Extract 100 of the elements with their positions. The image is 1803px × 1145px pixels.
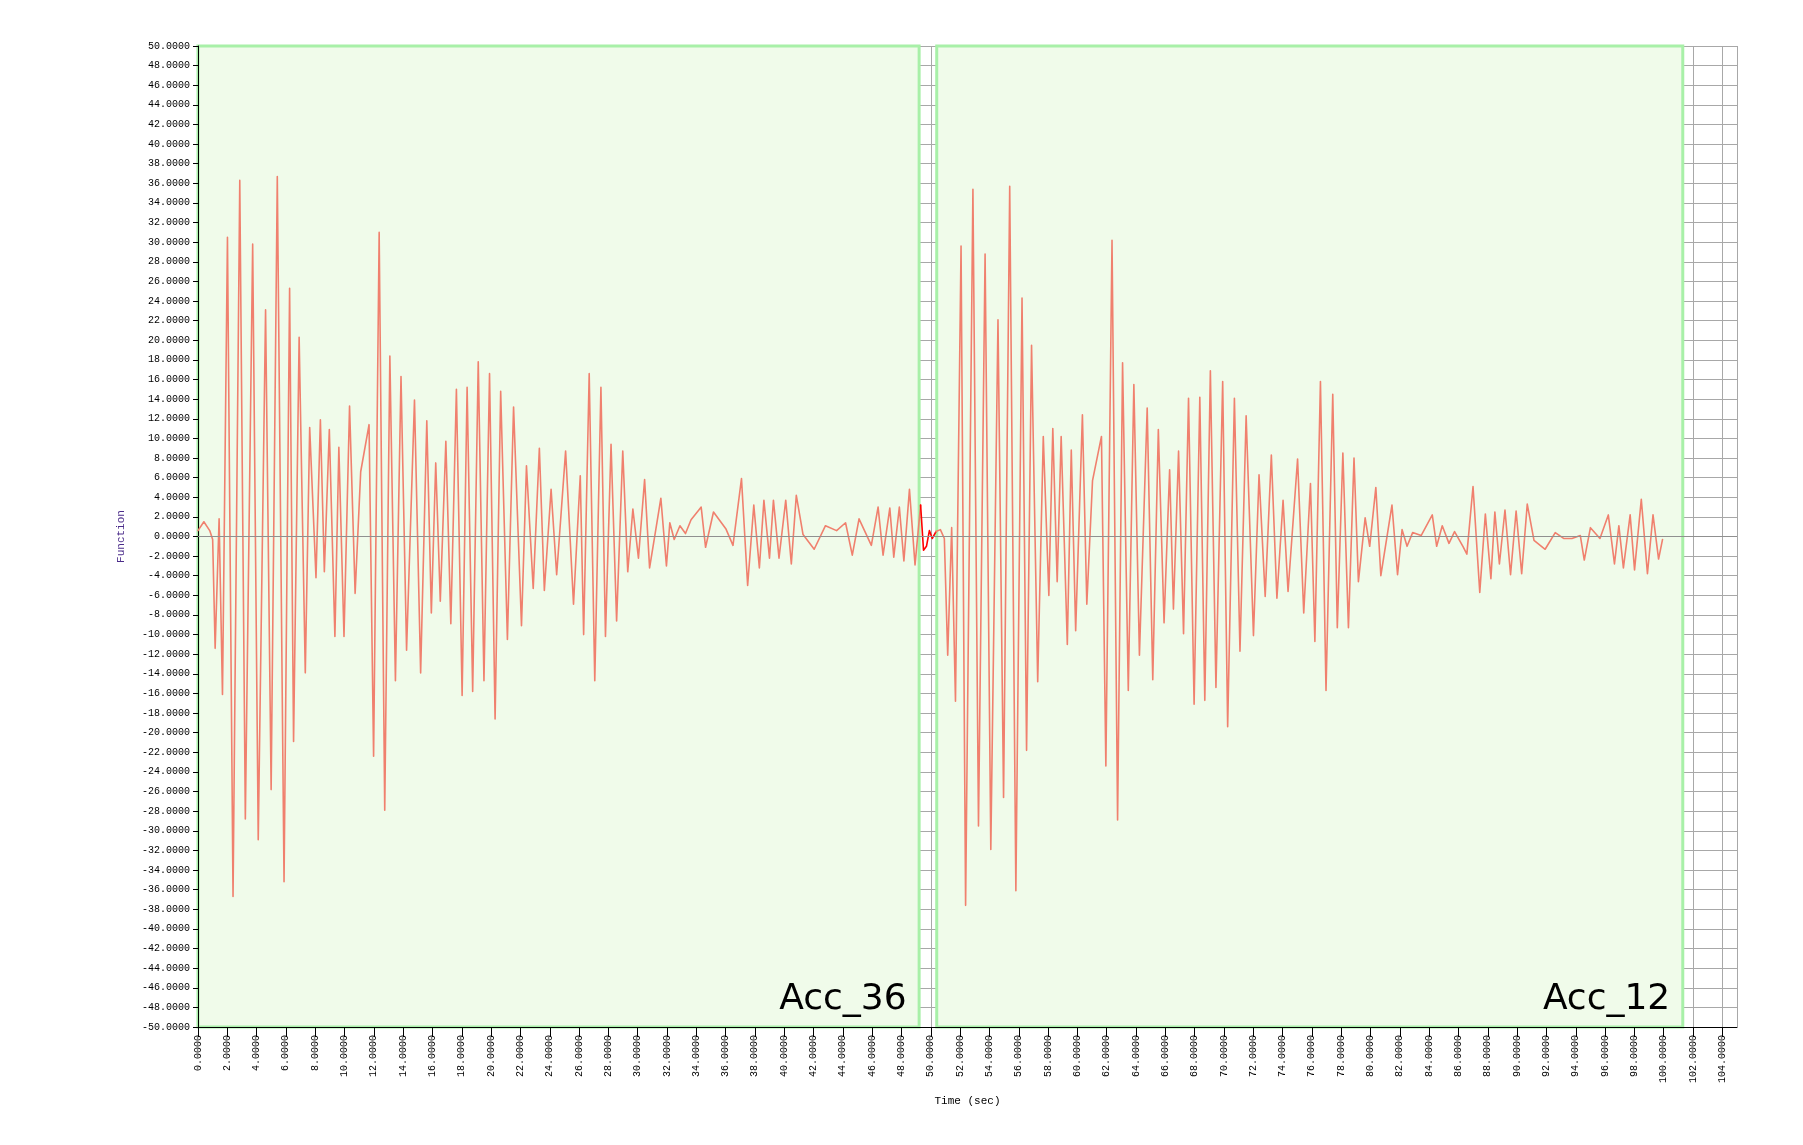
y-tick-label: 20.0000 <box>147 334 190 346</box>
x-tick-label: 100.0000 <box>1658 1035 1670 1084</box>
x-tick-label: 60.0000 <box>1071 1035 1083 1078</box>
x-tick-label: 64.0000 <box>1130 1035 1142 1078</box>
y-tick-label: -34.0000 <box>141 864 190 876</box>
x-tick-label: 96.0000 <box>1599 1035 1611 1078</box>
x-tick-label: 4.0000 <box>251 1035 263 1072</box>
y-tick-label: 22.0000 <box>147 315 190 327</box>
y-tick-label: 8.0000 <box>153 452 190 464</box>
x-tick-label: 84.0000 <box>1423 1035 1435 1078</box>
x-tick-label: 98.0000 <box>1628 1035 1640 1078</box>
x-tick-label: 66.0000 <box>1159 1035 1171 1078</box>
y-tick-label: 24.0000 <box>147 295 190 307</box>
x-tick-label: 58.0000 <box>1042 1035 1054 1078</box>
x-tick-label: 42.0000 <box>808 1035 820 1078</box>
y-tick-label: 14.0000 <box>147 393 190 405</box>
x-tick-label: 82.0000 <box>1394 1035 1406 1078</box>
y-tick-label: 42.0000 <box>147 118 190 130</box>
x-tick-label: 76.0000 <box>1306 1035 1318 1078</box>
y-tick-label: 26.0000 <box>147 275 190 287</box>
y-tick-label: -14.0000 <box>141 668 190 680</box>
x-tick-label: 46.0000 <box>866 1035 878 1078</box>
y-tick-label: 30.0000 <box>147 236 190 248</box>
x-tick-label: 14.0000 <box>397 1035 409 1078</box>
x-tick-label: 94.0000 <box>1570 1035 1582 1078</box>
y-tick-label: -30.0000 <box>141 825 190 837</box>
x-tick-label: 50.0000 <box>925 1035 937 1078</box>
y-tick-label: 6.0000 <box>153 472 190 484</box>
y-tick-label: -4.0000 <box>147 570 190 582</box>
x-tick-label: 52.0000 <box>954 1035 966 1078</box>
x-tick-label: 12.0000 <box>368 1035 380 1078</box>
x-tick-label: 62.0000 <box>1101 1035 1113 1078</box>
y-tick-label: -8.0000 <box>147 609 190 621</box>
x-tick-label: 26.0000 <box>573 1035 585 1078</box>
x-tick-label: 74.0000 <box>1277 1035 1289 1078</box>
x-tick-label: 30.0000 <box>632 1035 644 1078</box>
y-tick-label: -6.0000 <box>147 589 190 601</box>
x-tick-label: 102.0000 <box>1687 1035 1699 1084</box>
y-tick-label: -32.0000 <box>141 844 190 856</box>
x-tick-label: 18.0000 <box>456 1035 468 1078</box>
x-tick-label: 88.0000 <box>1482 1035 1494 1078</box>
line-series <box>197 175 922 898</box>
y-tick-label: -38.0000 <box>141 903 190 915</box>
y-tick-label: -44.0000 <box>141 962 190 974</box>
x-tick-label: 2.0000 <box>221 1035 233 1072</box>
y-tick-label: 40.0000 <box>147 138 190 150</box>
x-tick-label: 36.0000 <box>720 1035 732 1078</box>
y-tick-label: 46.0000 <box>147 79 190 91</box>
y-tick-label: -16.0000 <box>141 687 190 699</box>
y-tick-label: 28.0000 <box>147 256 190 268</box>
y-tick-label: 18.0000 <box>147 354 190 366</box>
y-tick-label: -2.0000 <box>147 550 190 562</box>
x-tick-label: 92.0000 <box>1540 1035 1552 1078</box>
y-tick-label: -36.0000 <box>141 884 190 896</box>
line-series <box>935 185 1664 907</box>
x-tick-label: 22.0000 <box>514 1035 526 1078</box>
x-tick-label: 28.0000 <box>602 1035 614 1078</box>
y-tick-label: -50.0000 <box>141 1021 190 1033</box>
x-tick-label: 68.0000 <box>1189 1035 1201 1078</box>
x-tick-label: 24.0000 <box>544 1035 556 1078</box>
x-tick-label: 86.0000 <box>1453 1035 1465 1078</box>
x-tick-label: 104.0000 <box>1716 1035 1728 1084</box>
y-tick-label: -20.0000 <box>141 727 190 739</box>
x-tick-label: 40.0000 <box>778 1035 790 1078</box>
x-tick-label: 20.0000 <box>485 1035 497 1078</box>
line-series <box>919 504 937 552</box>
x-tick-label: 44.0000 <box>837 1035 849 1078</box>
band-label: Acc_36 <box>779 976 907 1017</box>
y-tick-label: 16.0000 <box>147 374 190 386</box>
y-tick-label: -48.0000 <box>141 1001 190 1013</box>
y-tick-label: 38.0000 <box>147 158 190 170</box>
y-tick-label: 34.0000 <box>147 197 190 209</box>
y-tick-label: 50.0000 <box>147 40 190 52</box>
x-tick-label: 72.0000 <box>1247 1035 1259 1078</box>
y-tick-label: -40.0000 <box>141 923 190 935</box>
band-label: Acc_12 <box>1542 976 1671 1017</box>
x-axis-title: Time (sec) <box>934 1094 1001 1107</box>
y-tick-label: -10.0000 <box>141 629 190 641</box>
y-tick-label: 2.0000 <box>153 511 190 523</box>
y-tick-label: -24.0000 <box>141 766 190 778</box>
y-tick-label: -26.0000 <box>141 786 190 798</box>
x-tick-label: 80.0000 <box>1365 1035 1377 1078</box>
x-tick-label: 56.0000 <box>1013 1035 1025 1078</box>
y-tick-label: 10.0000 <box>147 432 190 444</box>
y-tick-label: 44.0000 <box>147 99 190 111</box>
y-tick-label: 12.0000 <box>147 413 190 425</box>
y-tick-label: 32.0000 <box>147 217 190 229</box>
x-tick-label: 32.0000 <box>661 1035 673 1078</box>
y-tick-label: -12.0000 <box>141 648 190 660</box>
x-tick-label: 8.0000 <box>309 1035 321 1072</box>
y-tick-label: 36.0000 <box>147 177 190 189</box>
x-tick-label: 70.0000 <box>1218 1035 1230 1078</box>
y-axis-title: Function <box>114 510 127 563</box>
x-tick-label: 78.0000 <box>1335 1035 1347 1078</box>
x-tick-label: 54.0000 <box>983 1035 995 1078</box>
y-tick-label: 4.0000 <box>153 491 190 503</box>
y-tick-label: -18.0000 <box>141 707 190 719</box>
y-tick-label: -22.0000 <box>141 746 190 758</box>
x-tick-label: 10.0000 <box>339 1035 351 1078</box>
y-tick-label: -46.0000 <box>141 982 190 994</box>
